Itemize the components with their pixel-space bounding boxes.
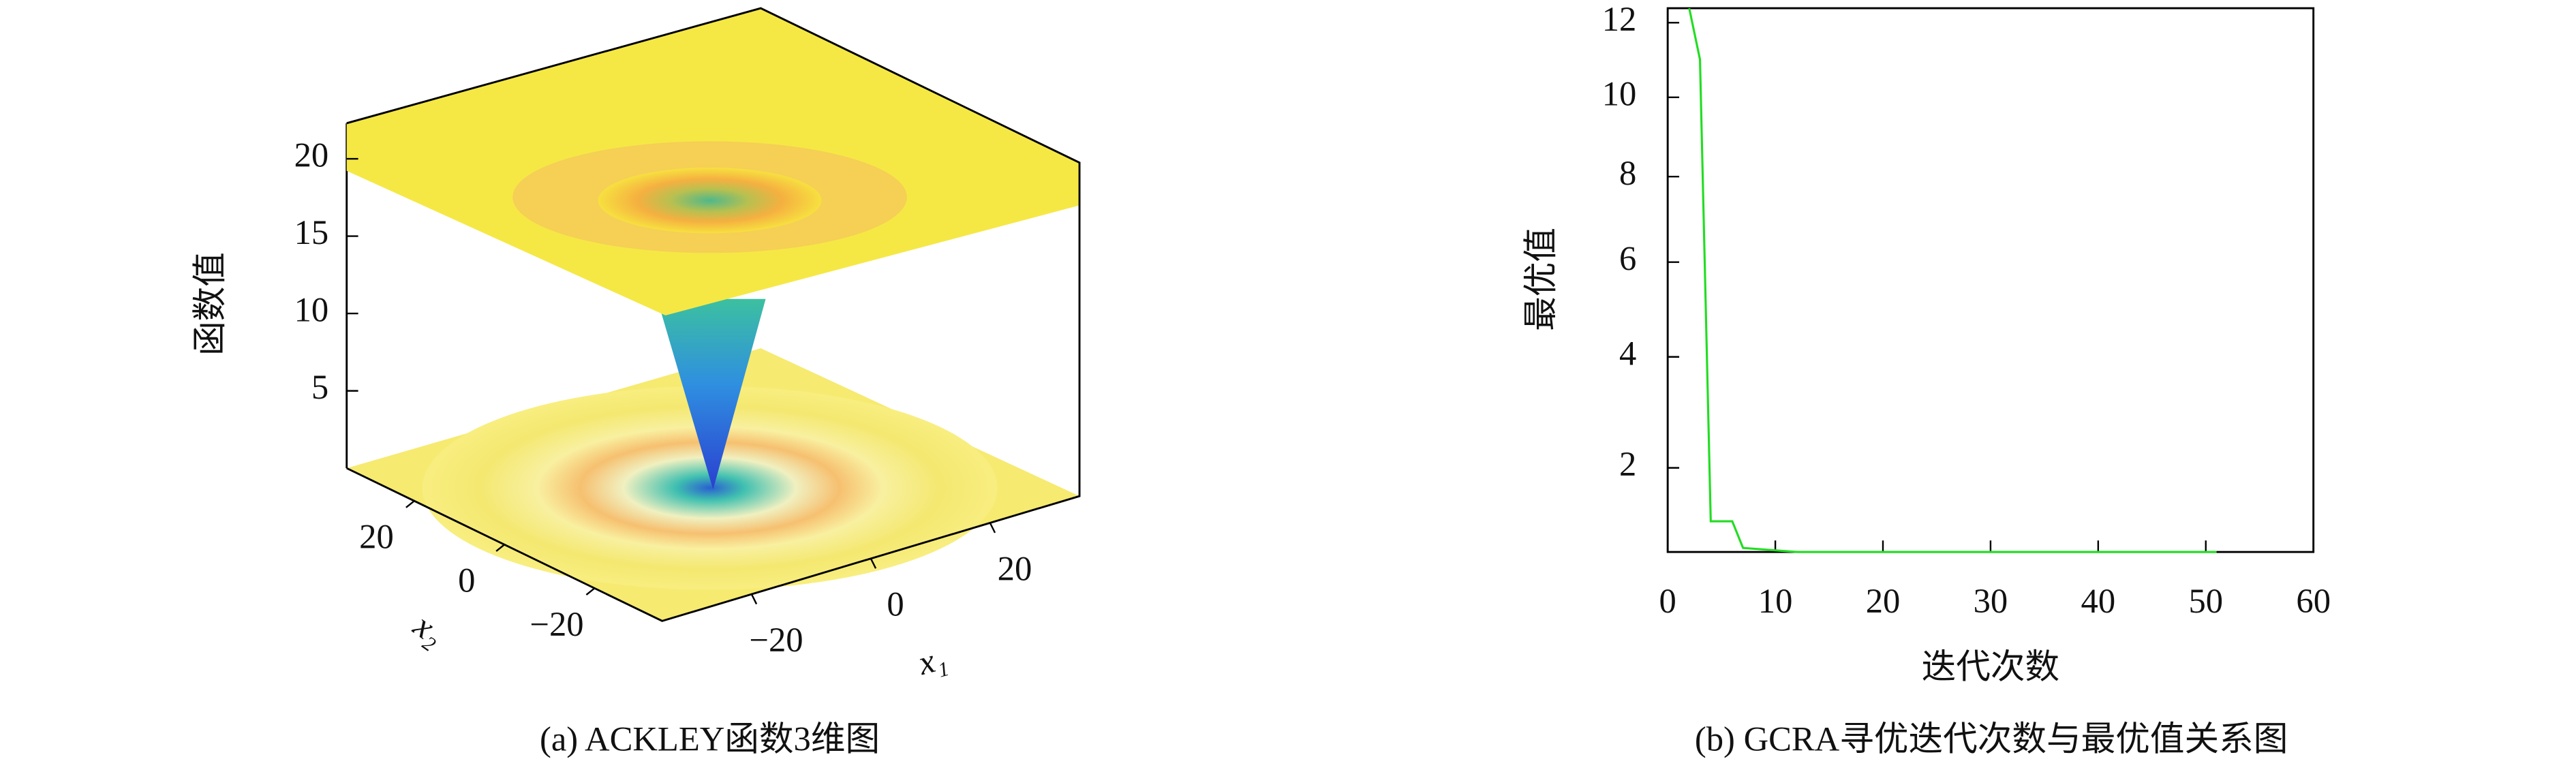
x-tick-label: 0	[887, 585, 904, 623]
y-tick-label: 6	[1619, 239, 1636, 277]
floor-ripples	[422, 386, 998, 590]
x-tick-label: 50	[2188, 582, 2223, 620]
caption: (b) GCRA寻优迭代次数与最优值关系图	[1695, 720, 2288, 758]
caption: (a) ACKLEY函数3维图	[540, 720, 880, 758]
x-tick-label: 40	[2081, 582, 2116, 620]
x-axis-label: x₁	[913, 638, 950, 683]
x-tick	[750, 593, 758, 605]
z-axis-label: 函数值	[191, 252, 229, 356]
y-tick	[495, 544, 505, 552]
box-edges	[346, 7, 1081, 622]
y-axis-label: x₂	[407, 606, 452, 653]
x-tick-label: 20	[998, 549, 1032, 587]
x-tick	[870, 558, 877, 569]
y-axis-label: 最优值	[1522, 228, 1560, 331]
y-tick	[405, 500, 415, 508]
x-tick-label: 10	[1758, 582, 1793, 620]
z-tick-label: 15	[294, 213, 329, 251]
top-hole	[598, 167, 822, 234]
surface-plot	[346, 7, 1081, 622]
y-tick-label: 20	[359, 518, 394, 556]
y-tick-label: 10	[1602, 74, 1637, 112]
x-tick-label: 60	[2296, 582, 2331, 620]
y-tick	[585, 587, 596, 596]
x-tick-label: 20	[1866, 582, 1901, 620]
x-tick	[989, 522, 996, 534]
y-tick-label: 2	[1619, 445, 1636, 483]
y-tick-label: 8	[1619, 154, 1636, 192]
funnel	[657, 298, 766, 490]
z-tick-label: 5	[311, 368, 328, 406]
x-tick-label: 30	[1974, 582, 2008, 620]
plot-frame	[1666, 7, 2315, 553]
data-line	[1688, 7, 2217, 553]
y-tick-label: 0	[458, 561, 475, 600]
y-tick-label: 4	[1619, 334, 1636, 372]
x-axis-label: 迭代次数	[1922, 647, 2060, 685]
x-tick-label: 0	[1659, 582, 1676, 620]
y-tick-label: 12	[1602, 0, 1637, 38]
y-tick-label: −20	[530, 605, 583, 643]
x-tick-label: −20	[749, 621, 803, 659]
z-tick-label: 20	[294, 136, 329, 174]
z-tick-label: 10	[294, 291, 329, 329]
